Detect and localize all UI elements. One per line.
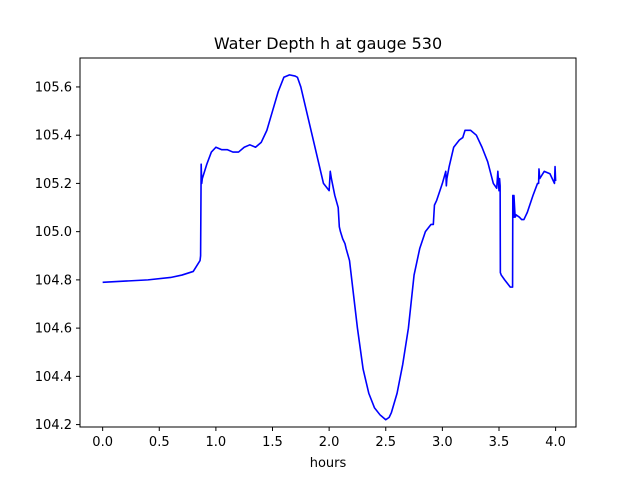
- x-axis-ticks: 0.0 0.5 1.0 1.5 2.0 2.5 3.0 3.5 4.0: [92, 427, 566, 450]
- series-line-0: [102, 74, 557, 421]
- x-tick-label: 0.0: [92, 435, 113, 450]
- x-tick-label: 1.5: [262, 435, 283, 450]
- y-axis-ticks: 104.2 104.4 104.6 104.8 105.0 105.2 105.4 105.6: [35, 80, 80, 433]
- y-tick-label: 104.4: [35, 370, 72, 385]
- y-tick-label: 105.6: [35, 80, 72, 95]
- y-tick-label: 104.6: [35, 322, 72, 337]
- y-tick-label: 104.2: [35, 418, 72, 433]
- x-tick-label: 0.5: [149, 435, 170, 450]
- plot-frame: [79, 57, 577, 428]
- plot-area: [102, 74, 557, 421]
- chart-title: Water Depth h at gauge 530: [214, 34, 442, 53]
- x-tick-label: 4.0: [545, 435, 566, 450]
- y-tick-label: 104.8: [35, 273, 72, 288]
- x-tick-label: 2.0: [319, 435, 340, 450]
- y-tick-label: 105.0: [35, 225, 72, 240]
- y-tick-label: 105.4: [35, 129, 72, 144]
- x-tick-label: 1.0: [206, 435, 227, 450]
- y-tick-label: 105.2: [35, 177, 72, 192]
- x-tick-label: 3.5: [489, 435, 510, 450]
- x-axis-label: hours: [310, 456, 347, 471]
- x-tick-label: 3.0: [432, 435, 453, 450]
- x-tick-label: 2.5: [375, 435, 396, 450]
